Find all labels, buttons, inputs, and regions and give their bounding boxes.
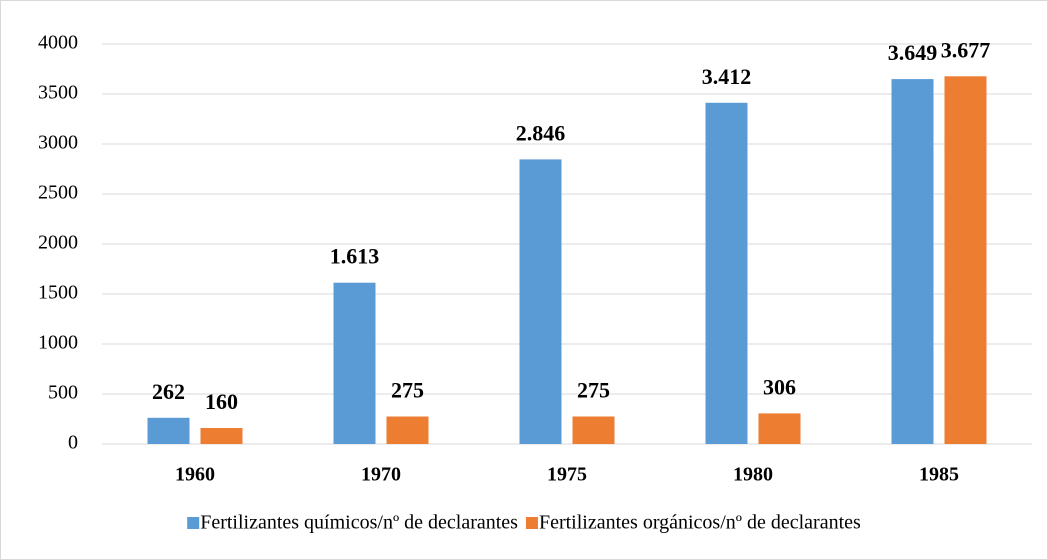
bar bbox=[200, 428, 243, 444]
bar bbox=[758, 413, 801, 444]
bar bbox=[572, 416, 615, 444]
x-tick-label: 1960 bbox=[175, 464, 215, 486]
data-label: 275 bbox=[577, 378, 610, 403]
legend-swatch bbox=[187, 517, 200, 529]
data-label: 160 bbox=[205, 389, 238, 414]
data-label: 306 bbox=[763, 374, 796, 399]
x-tick-label: 1985 bbox=[919, 464, 959, 486]
legend-label: Fertilizantes químicos/nº de declarantes bbox=[200, 512, 518, 534]
y-tick-label: 3000 bbox=[38, 132, 78, 154]
legend-swatch bbox=[525, 517, 538, 529]
x-tick-label: 1970 bbox=[361, 464, 401, 486]
data-label: 275 bbox=[391, 378, 424, 403]
data-label: 3.412 bbox=[702, 64, 752, 89]
y-tick-label: 2500 bbox=[38, 182, 78, 204]
y-tick-label: 4000 bbox=[38, 32, 78, 54]
bar bbox=[519, 159, 562, 444]
bar bbox=[705, 102, 748, 445]
data-label: 3.649 bbox=[888, 40, 938, 65]
legend-label: Fertilizantes orgánicos/nº de declarante… bbox=[539, 512, 861, 534]
bar bbox=[891, 79, 934, 444]
bar bbox=[386, 416, 429, 444]
bar bbox=[147, 417, 190, 444]
y-tick-label: 500 bbox=[48, 382, 78, 404]
bar bbox=[333, 282, 376, 444]
y-tick-label: 2000 bbox=[38, 232, 78, 254]
y-tick-label: 1000 bbox=[38, 332, 78, 354]
y-tick-label: 1500 bbox=[38, 282, 78, 304]
x-tick-label: 1980 bbox=[733, 464, 773, 486]
data-label: 3.677 bbox=[941, 37, 991, 62]
bar bbox=[944, 76, 987, 445]
data-label: 1.613 bbox=[330, 244, 380, 269]
data-label: 262 bbox=[152, 379, 185, 404]
y-tick-label: 0 bbox=[68, 432, 78, 454]
data-label: 2.846 bbox=[516, 120, 566, 145]
y-tick-label: 3500 bbox=[38, 82, 78, 104]
x-tick-label: 1975 bbox=[547, 464, 587, 486]
